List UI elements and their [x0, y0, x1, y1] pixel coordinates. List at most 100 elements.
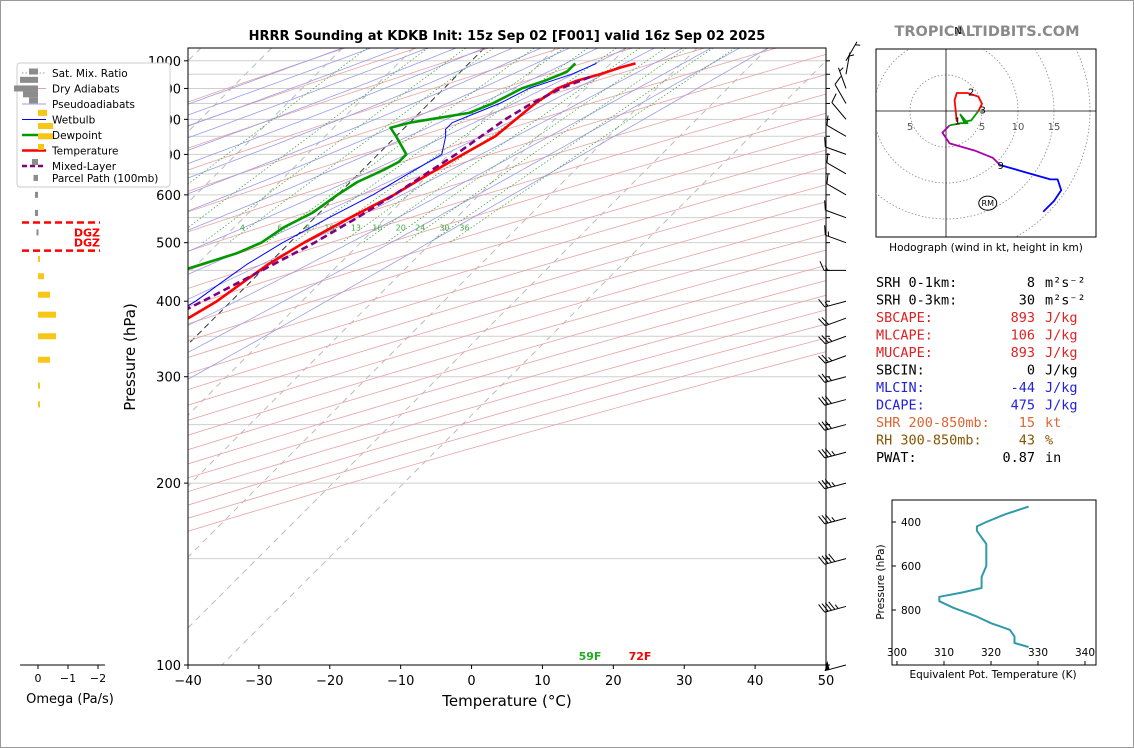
index-unit: J/kg — [1045, 380, 1078, 396]
omega-bar — [38, 311, 56, 318]
temperature-surface-label: 72F — [629, 650, 652, 663]
x-tick-label: −20 — [316, 674, 343, 689]
index-value: -44 — [1011, 380, 1035, 396]
barb-full — [821, 317, 829, 325]
index-unit: % — [1045, 433, 1053, 449]
barb-full — [818, 449, 826, 459]
theta-e-ytick-label: 400 — [901, 517, 921, 529]
pseudoadiabat — [188, 48, 513, 179]
theta-e-xlabel: Equivalent Pot. Temperature (K) — [909, 669, 1076, 681]
barb-shaft — [824, 451, 847, 459]
omega-bar — [38, 273, 44, 280]
hodograph: 5 10 15 5 1 23 9 RM Hodograph (wind in kt, heig… — [875, 26, 1097, 254]
pseudoadiabat — [188, 48, 428, 139]
barb-shaft — [845, 41, 858, 62]
index-label: MLCAPE: — [876, 328, 933, 344]
barb-shaft — [834, 84, 847, 104]
barb-full — [824, 225, 826, 236]
isotherm-line — [188, 48, 769, 629]
omega-bar — [35, 209, 38, 216]
barb-full — [821, 354, 829, 363]
index-value: 43 — [1019, 433, 1035, 449]
chart-title: HRRR Sounding at KDKB Init: 15z Sep 02 [… — [249, 29, 766, 44]
barb-full — [821, 373, 829, 382]
x-tick-label: 40 — [747, 674, 764, 689]
barb-half — [828, 337, 833, 342]
x-tick-label: −10 — [387, 674, 414, 689]
north-label: N — [954, 26, 961, 37]
omega-bar — [38, 401, 40, 408]
index-value: 893 — [1011, 345, 1035, 361]
dry-adiabat — [188, 201, 826, 391]
barb-shaft — [825, 355, 847, 364]
barb-shaft — [824, 482, 847, 490]
dry-adiabat — [188, 184, 826, 375]
omega-bar — [33, 174, 38, 181]
wind-barb — [818, 335, 847, 345]
barb-full — [834, 76, 842, 85]
mixing-ratio-line — [202, 48, 466, 244]
mixing-ratio-line — [265, 48, 535, 244]
mixing-ratio-label: 36 — [459, 223, 469, 232]
index-value: 475 — [1011, 398, 1035, 414]
mixing-ratio-label: 24 — [415, 223, 425, 232]
barb-flag — [824, 660, 830, 671]
wind-barb — [826, 152, 847, 175]
index-value: 30 — [1019, 293, 1035, 309]
dry-adiabat — [188, 93, 826, 289]
mixing-ratio-label: 16 — [372, 223, 382, 232]
isotherm-line — [188, 48, 343, 204]
barb-shaft — [825, 234, 847, 244]
index-unit: kt — [1045, 415, 1061, 431]
y-tick-label: 600 — [156, 189, 181, 204]
barb-full — [818, 422, 826, 431]
dry-adiabat — [188, 351, 826, 532]
legend-label: Wetbulb — [52, 115, 96, 127]
omega-bar — [23, 91, 38, 98]
barb-shaft — [825, 146, 847, 155]
pseudoadiabat — [188, 48, 627, 252]
barb-shaft — [825, 209, 847, 219]
skewt-frame — [187, 47, 827, 666]
wind-barb — [824, 660, 847, 672]
theta-e-frame — [891, 499, 1097, 666]
legend-box — [16, 62, 171, 188]
index-label: SHR 200-850mb: — [876, 415, 990, 431]
mixing-ratio-line — [449, 48, 736, 244]
wind-barb — [818, 373, 847, 383]
index-label: PWAT: — [876, 450, 917, 466]
isotherm-line — [221, 60, 826, 665]
y-tick-label: 500 — [156, 237, 181, 252]
barb-full — [818, 480, 826, 490]
legend-label: Dewpoint — [52, 130, 102, 142]
series-wetbulb — [188, 62, 597, 307]
barb-half — [828, 356, 833, 362]
index-unit: J/kg — [1045, 398, 1078, 414]
omega-bar — [38, 255, 40, 262]
pseudoadiabat — [188, 48, 457, 151]
ring-label: 10 — [1012, 122, 1025, 133]
brand-watermark: TROPICALTIDBITS.COM — [894, 24, 1079, 40]
x-tick-label: 0 — [467, 674, 475, 689]
barb-full — [824, 602, 832, 611]
barb-full — [824, 448, 832, 457]
omega-tick-label: −1 — [60, 672, 76, 685]
height-label: 3 — [980, 106, 986, 117]
theta-e-xtick-label: 340 — [1075, 647, 1095, 659]
y-axis-label: Pressure (hPa) — [121, 303, 139, 411]
dry-adiabat — [188, 48, 777, 233]
barb-full — [821, 396, 829, 405]
barb-shaft — [831, 102, 847, 120]
mixing-ratio-line — [188, 48, 429, 229]
pseudoadiabat — [188, 48, 740, 353]
theta-e-ylabel: Pressure (hPa) — [875, 544, 887, 619]
wind-barb — [845, 52, 855, 75]
wind-barb — [818, 317, 847, 327]
index-label: MUCAPE: — [876, 345, 933, 361]
series-temperature — [188, 62, 636, 320]
barb-full — [826, 152, 829, 163]
omega-axis-label: Omega (Pa/s) — [26, 692, 114, 707]
barb-half — [831, 516, 836, 522]
dry-adiabat — [188, 48, 705, 213]
